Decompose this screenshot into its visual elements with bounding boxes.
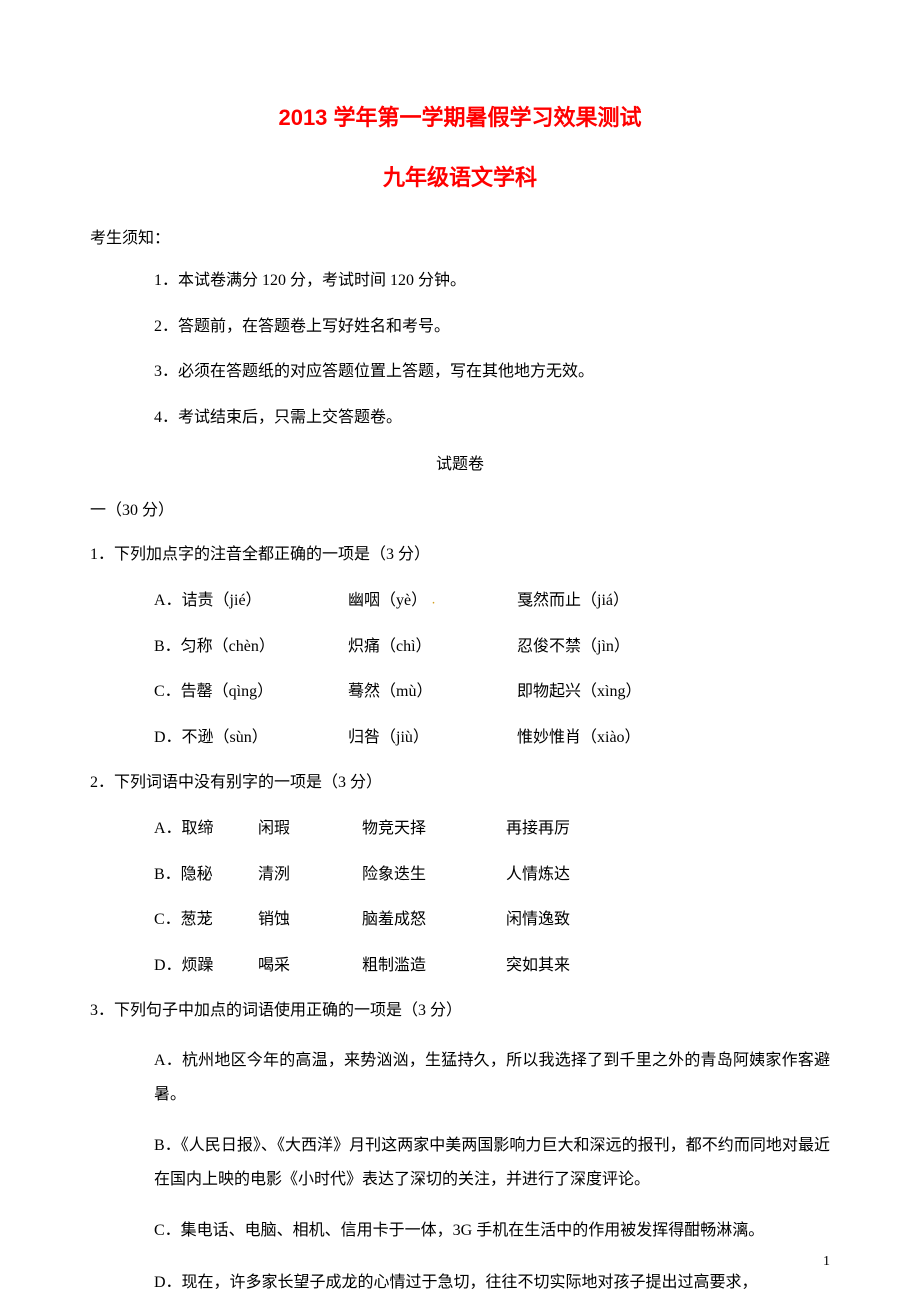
q2-option-d: D．烦躁 喝采 粗制滥造 突如其来 xyxy=(154,953,830,979)
q1-option-b: B．匀称（chèn） 炽痛（chì） 忍俊不禁（jìn） xyxy=(154,634,830,660)
notice-label: 考生须知： xyxy=(90,224,830,248)
page-number: 1 xyxy=(823,1254,830,1270)
notice-item: 4．考试结束后，只需上交答题卷。 xyxy=(154,405,830,431)
q3-option-a: A．杭州地区今年的高温，来势汹汹，生猛持久，所以我选择了到千里之外的青岛阿姨家作… xyxy=(154,1044,830,1111)
q2-a-col1: A．取缔 xyxy=(154,816,254,842)
q1-c-col1: C．告罄（qìng） xyxy=(154,679,344,705)
notice-item: 1．本试卷满分 120 分，考试时间 120 分钟。 xyxy=(154,268,830,294)
q2-option-a: A．取缔 闲瑕 物竞天择 再接再厉 xyxy=(154,816,830,842)
q2-b-col1: B．隐秘 xyxy=(154,862,254,888)
q1-a-col1: A．诘责（jié） xyxy=(154,588,344,614)
q2-b-col2: 清洌 xyxy=(258,862,358,888)
q3-option-c: C．集电话、电脑、相机、信用卡于一体，3G 手机在生活中的作用被发挥得酣畅淋漓。 xyxy=(154,1214,830,1248)
q1-a-col3: 戛然而止（jiá） xyxy=(517,588,737,614)
q2-a-col4: 再接再厉 xyxy=(506,816,636,842)
q2-d-col4: 突如其来 xyxy=(506,953,636,979)
q2-option-c: C．葱茏 销蚀 脑羞成怒 闲情逸致 xyxy=(154,907,830,933)
main-title: 2013 学年第一学期暑假学习效果测试 xyxy=(90,100,830,132)
q1-stem: 1．下列加点字的注音全都正确的一项是（3 分） xyxy=(90,542,830,568)
q2-b-col4: 人情炼达 xyxy=(506,862,636,888)
q1-b-col1: B．匀称（chèn） xyxy=(154,634,344,660)
q1-c-col2: 蓦然（mù） xyxy=(348,679,513,705)
q2-a-col3: 物竞天择 xyxy=(362,816,502,842)
q2-c-col4: 闲情逸致 xyxy=(506,907,636,933)
q2-b-col3: 险象迭生 xyxy=(362,862,502,888)
sub-title: 九年级语文学科 xyxy=(90,160,830,192)
notice-item: 3．必须在答题纸的对应答题位置上答题，写在其他地方无效。 xyxy=(154,359,830,385)
q2-c-col3: 脑羞成怒 xyxy=(362,907,502,933)
q1-d-col2: 归咎（jiù） xyxy=(348,725,513,751)
q1-option-a: A．诘责（jié） 幽咽（yè） ． 戛然而止（jiá） xyxy=(154,588,830,614)
q1-c-col3: 即物起兴（xìng） xyxy=(517,679,737,705)
q2-d-col3: 粗制滥造 xyxy=(362,953,502,979)
q2-d-col2: 喝采 xyxy=(258,953,358,979)
q3-stem: 3．下列句子中加点的词语使用正确的一项是（3 分） xyxy=(90,998,830,1024)
q1-option-c: C．告罄（qìng） 蓦然（mù） 即物起兴（xìng） xyxy=(154,679,830,705)
q2-a-col2: 闲瑕 xyxy=(258,816,358,842)
dot-icon: ． xyxy=(431,595,441,606)
notice-item: 2．答题前，在答题卷上写好姓名和考号。 xyxy=(154,314,830,340)
section-one-label: 一（30 分） xyxy=(90,496,830,520)
paper-label: 试题卷 xyxy=(90,450,830,474)
q1-a-col2: 幽咽（yè） ． xyxy=(348,588,513,614)
q1-b-col2: 炽痛（chì） xyxy=(348,634,513,660)
q3-option-b: B．《人民日报》、《大西洋》月刊这两家中美两国影响力巨大和深远的报刊，都不约而同… xyxy=(154,1129,830,1196)
q1-d-col3: 惟妙惟肖（xiào） xyxy=(517,725,737,751)
q2-stem: 2．下列词语中没有别字的一项是（3 分） xyxy=(90,770,830,796)
q1-option-d: D．不逊（sùn） 归咎（jiù） 惟妙惟肖（xiào） xyxy=(154,725,830,751)
q2-option-b: B．隐秘 清洌 险象迭生 人情炼达 xyxy=(154,862,830,888)
q1-d-col1: D．不逊（sùn） xyxy=(154,725,344,751)
q1-a-col2-text: 幽咽（yè） xyxy=(348,592,427,609)
q2-c-col1: C．葱茏 xyxy=(154,907,254,933)
q3-option-d: D．现在，许多家长望子成龙的心情过于急切，往往不切实际地对孩子提出过高要求， xyxy=(154,1266,830,1300)
q1-b-col3: 忍俊不禁（jìn） xyxy=(517,634,737,660)
q2-c-col2: 销蚀 xyxy=(258,907,358,933)
q2-d-col1: D．烦躁 xyxy=(154,953,254,979)
